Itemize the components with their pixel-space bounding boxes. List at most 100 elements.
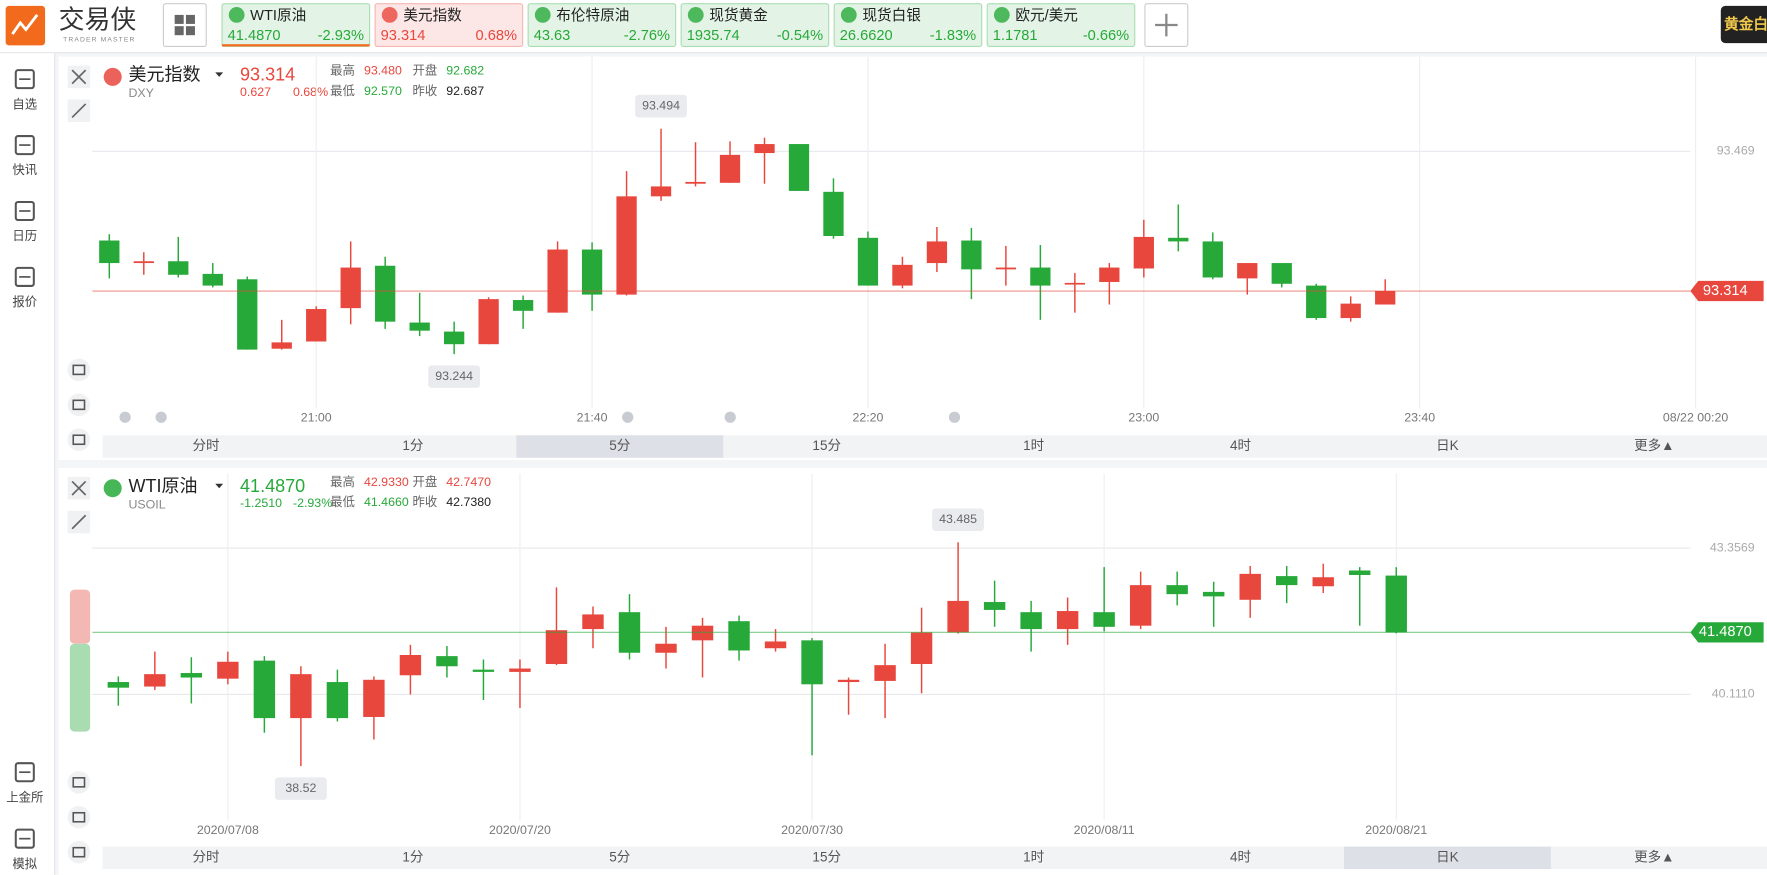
timeframe-button[interactable]: 1分 bbox=[402, 849, 423, 864]
ticker-tab[interactable]: 欧元/美元 1.1781 -0.66% bbox=[986, 3, 1136, 48]
timeframe-label: 更多▲ bbox=[1634, 848, 1674, 864]
timeframe-button[interactable]: 更多▲ bbox=[1634, 848, 1674, 864]
tab-bg bbox=[986, 3, 1136, 48]
timeframe-button[interactable]: 分时 bbox=[192, 438, 219, 453]
sidebar-icon bbox=[14, 200, 35, 222]
timeframe-button[interactable]: 15分 bbox=[812, 849, 841, 864]
expand-icon bbox=[71, 514, 87, 530]
sidebar-item[interactable]: 上金所 bbox=[6, 762, 43, 804]
chart-tool-button[interactable] bbox=[67, 428, 91, 452]
tab-bg bbox=[833, 3, 983, 48]
expand-button[interactable] bbox=[67, 99, 91, 122]
ticker-tab[interactable]: WTI原油 41.4870 -2.93% bbox=[221, 3, 371, 48]
add-button[interactable] bbox=[1144, 3, 1189, 48]
tab-icon bbox=[993, 7, 1010, 23]
candle-body bbox=[1237, 263, 1258, 279]
sidebar-icon bbox=[14, 266, 35, 287]
sidebar-label: 报价 bbox=[12, 294, 37, 309]
candle-body bbox=[472, 669, 495, 672]
close-icon bbox=[71, 480, 87, 496]
low-label-bg bbox=[428, 365, 481, 388]
logo-icon bbox=[5, 5, 46, 46]
symbol-name[interactable]: 美元指数 bbox=[128, 65, 200, 85]
candle-body bbox=[547, 249, 568, 313]
tab-icon bbox=[687, 7, 704, 23]
sidebar-icon bbox=[14, 762, 35, 783]
x-tick-label: 2020/07/20 bbox=[489, 823, 551, 837]
timeframe-label: 1分 bbox=[402, 849, 423, 864]
sidebar-item[interactable]: 报价 bbox=[12, 266, 37, 309]
tab-change: -2.93% bbox=[318, 28, 364, 44]
timeframe-button[interactable]: 5分 bbox=[609, 849, 630, 864]
candle-body bbox=[399, 654, 422, 676]
timeframe-label: 1时 bbox=[1023, 438, 1044, 453]
sidebar-item[interactable]: 自选 bbox=[12, 69, 37, 111]
symbol-name[interactable]: WTI原油 bbox=[128, 476, 197, 496]
timeframe-button[interactable]: 1分 bbox=[402, 438, 423, 453]
tab-bg bbox=[680, 3, 830, 48]
y-tick-label: 43.3569 bbox=[1710, 540, 1755, 554]
timeframe-button[interactable]: 5分 bbox=[516, 435, 724, 458]
timeframe-button[interactable]: 1时 bbox=[1023, 849, 1044, 864]
ticker-tab[interactable]: 美元指数 93.314 0.68% bbox=[374, 3, 524, 48]
timeframe-button[interactable]: 4时 bbox=[1230, 438, 1251, 453]
chart-tool-button[interactable] bbox=[67, 840, 91, 864]
sidebar-item[interactable]: 模拟 bbox=[12, 828, 38, 871]
timeframe-label: 5分 bbox=[609, 849, 630, 864]
candle-body bbox=[133, 261, 154, 264]
timeframe-button[interactable]: 日K bbox=[1343, 846, 1551, 870]
x-tick-label: 23:00 bbox=[1128, 411, 1159, 425]
x-tick-label: 21:00 bbox=[301, 411, 332, 425]
timeframe-label: 4时 bbox=[1230, 849, 1251, 864]
tab-name: 现货黄金 bbox=[709, 7, 768, 24]
candle-body bbox=[1312, 577, 1334, 587]
candle-body bbox=[107, 682, 130, 688]
ticker-tab[interactable]: 布伦特原油 43.63 -2.76% bbox=[527, 3, 677, 48]
stat-value: 92.682 bbox=[446, 64, 484, 78]
tab-name: 欧元/美元 bbox=[1015, 7, 1078, 24]
timeframe-button[interactable]: 更多▲ bbox=[1634, 437, 1674, 453]
tab-change: -0.54% bbox=[777, 28, 823, 44]
timeframe-button[interactable]: 1时 bbox=[1023, 438, 1044, 453]
x-tick-label: 2020/07/08 bbox=[197, 823, 259, 837]
candle-body bbox=[1020, 612, 1042, 630]
close-button[interactable] bbox=[67, 65, 91, 89]
candle-body bbox=[363, 679, 385, 717]
timeframe-button[interactable]: 4时 bbox=[1230, 849, 1251, 864]
candle-body bbox=[961, 240, 982, 270]
symbol-dropdown[interactable] bbox=[215, 72, 224, 77]
current-price: 93.314 bbox=[240, 65, 295, 85]
timeframe-button[interactable]: 15分 bbox=[812, 438, 841, 453]
candle-body bbox=[1202, 241, 1223, 278]
stat-label: 开盘 bbox=[412, 474, 437, 489]
chart-tool-button[interactable] bbox=[67, 358, 91, 382]
tab-change: -2.76% bbox=[624, 28, 670, 44]
last-price-badge bbox=[1690, 280, 1764, 302]
candle-body bbox=[237, 279, 258, 350]
candle-body bbox=[1133, 236, 1154, 269]
chart-tool-button[interactable] bbox=[67, 393, 91, 417]
grid-button[interactable] bbox=[162, 3, 207, 48]
event-markers bbox=[119, 411, 961, 423]
timeframe-label: 4时 bbox=[1230, 438, 1251, 453]
chart-tool-button[interactable] bbox=[67, 806, 91, 829]
high-label: 93.494 bbox=[642, 98, 680, 112]
banner-text[interactable]: 黄金白 bbox=[1724, 15, 1767, 33]
last-price-label: 41.4870 bbox=[1699, 624, 1752, 640]
candle-body bbox=[1202, 591, 1225, 597]
expand-button[interactable] bbox=[67, 510, 91, 534]
timeframe-button[interactable]: 日K bbox=[1436, 438, 1459, 453]
close-button[interactable] bbox=[67, 476, 91, 500]
sidebar-item[interactable]: 日历 bbox=[12, 200, 37, 243]
timeframe-button[interactable]: 分时 bbox=[192, 849, 219, 864]
x-tick-label: 21:40 bbox=[577, 411, 608, 425]
chart-tool-button[interactable] bbox=[67, 771, 91, 794]
tool-icon bbox=[72, 364, 86, 376]
high-label-bg bbox=[932, 508, 985, 532]
sidebar-item[interactable]: 快讯 bbox=[12, 135, 37, 177]
candle-body bbox=[1030, 267, 1051, 286]
symbol-dropdown[interactable] bbox=[215, 483, 224, 489]
ticker-tab[interactable]: 现货白银 26.6620 -1.83% bbox=[833, 3, 983, 48]
ticker-tab[interactable]: 现货黄金 1935.74 -0.54% bbox=[680, 3, 830, 48]
x-tick-label: 23:40 bbox=[1404, 411, 1435, 425]
